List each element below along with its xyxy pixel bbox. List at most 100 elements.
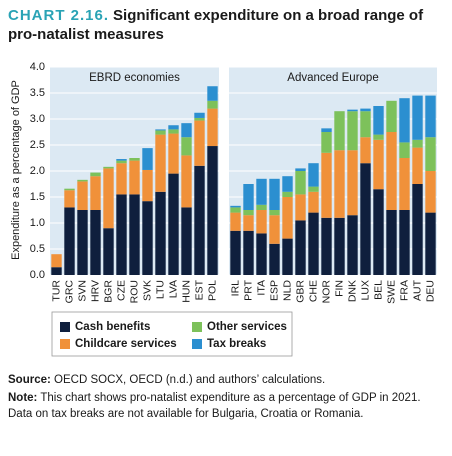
bar-segment [103, 168, 114, 229]
bar-segment [373, 139, 384, 190]
legend-swatch [192, 322, 202, 332]
x-tick-label: GBR [294, 280, 306, 303]
bar-segment [321, 217, 332, 275]
bar-segment [269, 210, 280, 216]
bar-segment [399, 98, 410, 143]
bar-segment [51, 267, 62, 275]
bar-segment [295, 194, 306, 221]
x-tick-label: SVK [141, 280, 153, 301]
legend-box [51, 311, 293, 357]
bar-segment [194, 117, 205, 121]
bar-segment [181, 155, 192, 208]
bar-segment [308, 191, 319, 213]
bar-segment [168, 173, 179, 275]
bar-segment [295, 168, 306, 171]
bar-segment [230, 230, 241, 275]
bar-segment [373, 189, 384, 275]
bar-segment [321, 152, 332, 218]
bar-segment [207, 100, 218, 109]
header: CHART 2.16. Significant expenditure on a … [8, 6, 448, 44]
bar-segment [334, 150, 345, 218]
x-tick-label: LTU [154, 280, 166, 299]
legend-label: Cash benefits [75, 321, 150, 333]
bar-segment [90, 172, 101, 177]
bar-segment [103, 166, 114, 169]
bar-segment [243, 210, 254, 216]
bar-segment [129, 194, 140, 275]
legend-swatch [60, 322, 70, 332]
bar-segment [386, 132, 397, 210]
bar-segment [155, 191, 166, 275]
y-axis-label: Expenditure as a percentage of GDP [10, 80, 22, 260]
bar-segment [243, 184, 254, 210]
bar-segment [77, 179, 88, 182]
y-tick-label: 3.5 [30, 87, 45, 99]
y-tick-label: 3.0 [30, 113, 45, 125]
bar-segment [399, 158, 410, 210]
bar-segment [360, 108, 371, 112]
bar-segment [181, 137, 192, 156]
note-label: Note: [8, 392, 38, 404]
bar-segment [334, 111, 345, 151]
bar-segment [194, 112, 205, 118]
chart-label: CHART 2.16. [8, 7, 110, 24]
chart-title: Significant expenditure on a broad range… [8, 7, 424, 43]
bar-segment [77, 210, 88, 275]
bar-segment [103, 228, 114, 275]
bar-segment [181, 123, 192, 138]
y-tick-label: 4.0 [30, 61, 45, 73]
x-tick-label: ROU [128, 280, 140, 303]
bar-segment [269, 243, 280, 275]
bar-segment [155, 134, 166, 192]
bar-segment [181, 207, 192, 275]
x-tick-label: HUN [180, 280, 192, 303]
bar-segment [269, 178, 280, 210]
bar-segment [412, 139, 423, 148]
bar-segment [194, 165, 205, 275]
bar-segment [230, 205, 241, 208]
bar-segment [308, 186, 319, 192]
bar-segment [142, 148, 153, 170]
source: Source: OECD SOCX, OECD (n.d.) and autho… [8, 372, 444, 388]
bar-segment [64, 188, 75, 191]
bar-segment [243, 215, 254, 231]
panel-title: Advanced Europe [287, 72, 378, 84]
legend-label: Other services [207, 321, 287, 333]
footer: Source: OECD SOCX, OECD (n.d.) and autho… [8, 372, 444, 424]
bar-segment [116, 194, 127, 275]
bar-segment [230, 212, 241, 231]
x-tick-label: SWE [385, 280, 397, 304]
bar-segment [360, 137, 371, 164]
note-text: This chart shows pro-natalist expenditur… [8, 392, 421, 420]
bar-segment [243, 230, 254, 275]
bar-segment [282, 238, 293, 275]
bar-segment [129, 158, 140, 161]
bar-segment [116, 160, 127, 164]
x-tick-label: BGR [102, 280, 114, 303]
bar-segment [399, 142, 410, 158]
bar-segment [230, 207, 241, 213]
bar-segment [347, 150, 358, 216]
y-tick-label: 0.0 [30, 269, 45, 281]
y-tick-label: 2.0 [30, 165, 45, 177]
bar-segment [373, 106, 384, 135]
bar-segment [360, 111, 371, 138]
bar-segment [425, 137, 436, 171]
x-tick-label: CZE [115, 280, 127, 301]
bar-segment [142, 201, 153, 275]
bar-segment [155, 129, 166, 131]
bar-segment [116, 159, 127, 161]
bar-segment [399, 210, 410, 275]
bar-segment [295, 171, 306, 195]
panel-title: EBRD economies [89, 72, 180, 84]
bar-segment [321, 132, 332, 153]
bar-segment [64, 190, 75, 208]
x-tick-label: NOR [320, 280, 332, 304]
bar-segment [425, 95, 436, 138]
bar-segment [347, 215, 358, 275]
bar-segment [256, 178, 267, 205]
bar-segment [155, 130, 166, 135]
bar-segment [256, 210, 267, 234]
x-tick-label: NLD [281, 280, 293, 301]
bar-segment [64, 207, 75, 275]
